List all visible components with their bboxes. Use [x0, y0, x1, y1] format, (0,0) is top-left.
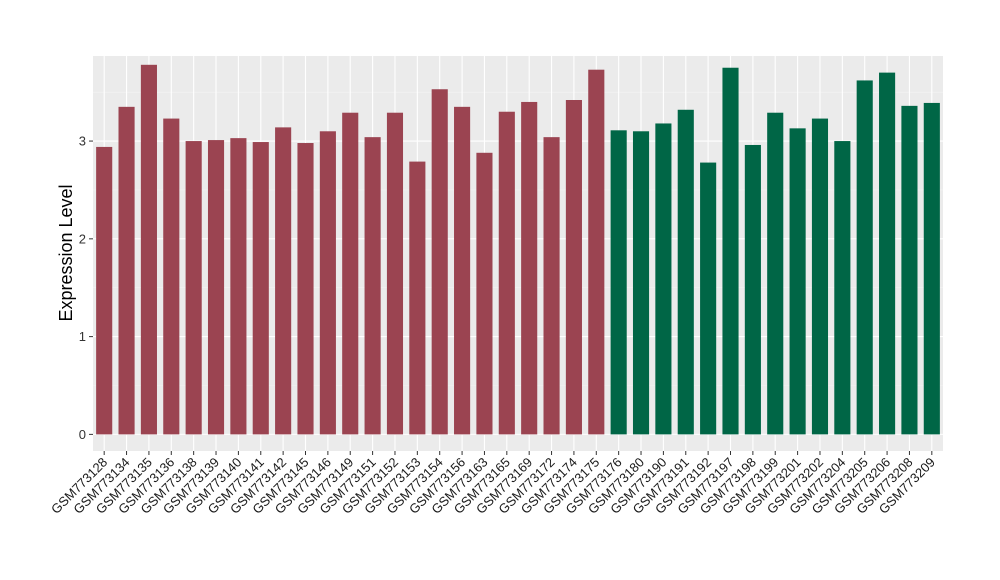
bar-GSM773156 — [454, 106, 471, 435]
bar-GSM773192 — [700, 162, 717, 435]
y-tick-label: 3 — [79, 134, 86, 149]
y-axis: 0 1 2 3 — [79, 134, 93, 442]
y-tick-label: 2 — [79, 231, 86, 246]
bar-GSM773140 — [230, 138, 247, 435]
bar-GSM773205 — [856, 80, 873, 435]
bar-GSM773134 — [118, 106, 135, 435]
bar-GSM773146 — [319, 131, 336, 435]
bar-GSM773208 — [901, 105, 918, 435]
bar-GSM773209 — [923, 102, 940, 435]
bar-GSM773190 — [655, 123, 672, 435]
bar-GSM773198 — [744, 144, 761, 435]
y-tick-label: 1 — [79, 329, 86, 344]
bar-GSM773163 — [476, 152, 493, 435]
bar-GSM773175 — [588, 69, 605, 435]
bar-GSM773204 — [834, 141, 851, 435]
bar-GSM773165 — [498, 111, 515, 435]
bar-GSM773135 — [140, 64, 157, 435]
bar-GSM773197 — [722, 67, 739, 435]
bar-GSM773128 — [96, 146, 113, 435]
bar-GSM773145 — [297, 143, 314, 435]
x-axis: GSM773128GSM773134GSM773135GSM773136GSM7… — [48, 451, 938, 517]
bar-GSM773139 — [207, 140, 225, 435]
bar-GSM773154 — [431, 89, 448, 435]
bar-GSM773199 — [767, 112, 784, 435]
bar-GSM773141 — [252, 142, 269, 435]
bar-GSM773138 — [185, 141, 202, 435]
bar-GSM773180 — [632, 131, 650, 435]
y-tick-label: 0 — [79, 427, 86, 442]
bar-GSM773136 — [163, 118, 180, 435]
bar-GSM773172 — [543, 137, 560, 435]
y-axis-title: Expression Level — [56, 184, 76, 321]
bar-GSM773206 — [879, 72, 896, 435]
bar-GSM773169 — [521, 101, 538, 435]
bar-GSM773151 — [364, 137, 381, 435]
bar-GSM773149 — [342, 112, 359, 435]
bar-GSM773201 — [789, 128, 806, 435]
bar-GSM773202 — [811, 118, 829, 435]
bar-GSM773152 — [386, 112, 404, 435]
bars — [96, 64, 940, 435]
bar-GSM773174 — [565, 100, 582, 435]
bar-GSM773153 — [409, 161, 426, 435]
bar-GSM773142 — [275, 127, 292, 435]
bar-GSM773191 — [677, 109, 694, 435]
bar-GSM773176 — [610, 130, 627, 435]
